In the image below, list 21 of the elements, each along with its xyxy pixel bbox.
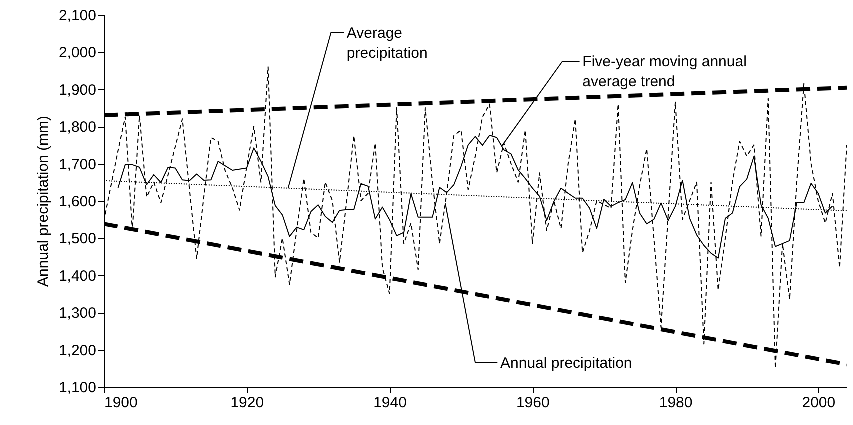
y-tick-label: 2,000	[58, 44, 96, 62]
x-tick-label: 1940	[374, 394, 407, 412]
y-tick-label: 1,600	[58, 194, 96, 210]
y-tick-label: 1,300	[58, 305, 96, 322]
y-tick-label: 1,400	[58, 268, 96, 285]
text: Annual precipitation	[500, 354, 632, 372]
y-tick-label: 1,100	[58, 380, 96, 396]
y-axis-title: Annual precipitation (mm)	[34, 116, 52, 287]
y-tick-label: 1,200	[58, 342, 96, 360]
x-tick-label: 1980	[659, 394, 693, 412]
x-tick-label: 1920	[230, 394, 264, 412]
x-tick-label: 2000	[802, 394, 836, 412]
y-tick-label: 1,500	[58, 230, 96, 248]
text: Average precipitation	[346, 24, 428, 62]
text: Five-year moving annual average trend	[582, 54, 747, 90]
y-tick-label: 1,700	[58, 156, 96, 174]
y-tick-label: 1,800	[58, 119, 96, 136]
y-tick-label: 2,100	[58, 8, 96, 24]
x-tick-label: 1900	[104, 394, 138, 412]
x-tick-label: 1960	[516, 394, 550, 412]
y-tick-label: 1,900	[58, 82, 96, 99]
